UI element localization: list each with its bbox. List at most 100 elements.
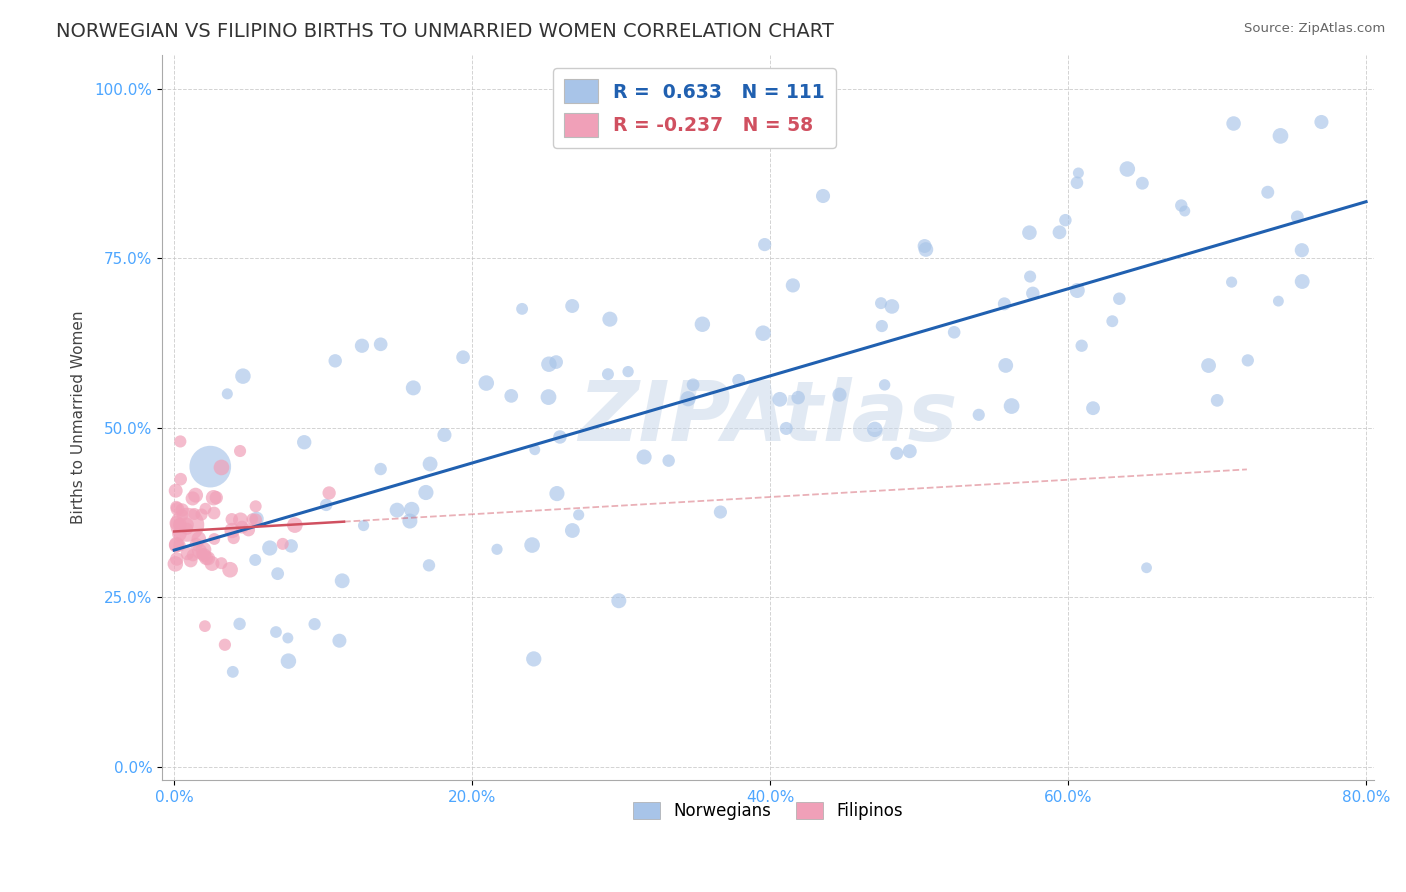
Point <box>510 301 533 316</box>
Point <box>1286 210 1309 224</box>
Point <box>245 513 267 527</box>
Point <box>245 500 267 514</box>
Point <box>870 319 893 334</box>
Point <box>172 508 194 523</box>
Point <box>754 237 776 252</box>
Point <box>166 552 188 566</box>
Text: NORWEGIAN VS FILIPINO BIRTHS TO UNMARRIED WOMEN CORRELATION CHART: NORWEGIAN VS FILIPINO BIRTHS TO UNMARRIE… <box>56 22 834 41</box>
Point <box>370 462 392 476</box>
Point <box>658 453 681 467</box>
Point <box>709 505 731 519</box>
Point <box>807 103 830 118</box>
Point <box>167 518 190 533</box>
Point <box>1170 198 1192 212</box>
Point <box>1066 176 1088 190</box>
Point <box>596 367 619 381</box>
Point <box>222 665 245 679</box>
Point <box>280 539 302 553</box>
Point <box>186 537 208 551</box>
Point <box>191 547 214 561</box>
Point <box>183 507 205 521</box>
Text: Source: ZipAtlas.com: Source: ZipAtlas.com <box>1244 22 1385 36</box>
Point <box>994 359 1017 373</box>
Point <box>166 501 188 516</box>
Point <box>284 518 307 533</box>
Point <box>451 350 474 364</box>
Point <box>315 498 337 512</box>
Point <box>197 551 219 566</box>
Point <box>1198 359 1220 373</box>
Point <box>370 337 392 351</box>
Point <box>548 430 571 444</box>
Point <box>194 501 217 516</box>
Point <box>169 517 191 532</box>
Point <box>1206 393 1229 408</box>
Point <box>1270 128 1292 143</box>
Point <box>385 503 408 517</box>
Point <box>277 654 299 668</box>
Point <box>546 486 568 500</box>
Point <box>898 444 921 458</box>
Point <box>863 422 886 436</box>
Point <box>266 566 288 581</box>
Point <box>399 514 422 528</box>
Point <box>1081 401 1104 416</box>
Point <box>194 619 217 633</box>
Point <box>1267 294 1289 309</box>
Point <box>195 551 218 566</box>
Point <box>165 483 187 498</box>
Point <box>165 557 187 571</box>
Point <box>350 339 373 353</box>
Point <box>193 548 215 562</box>
Point <box>1310 115 1333 129</box>
Point <box>221 524 243 538</box>
Point <box>166 516 188 530</box>
Point <box>229 513 252 527</box>
Point <box>811 189 834 203</box>
Point <box>787 391 810 405</box>
Point <box>176 517 198 532</box>
Point <box>752 326 775 341</box>
Point <box>292 435 315 450</box>
Point <box>165 538 187 552</box>
Point <box>401 502 423 516</box>
Point <box>1257 186 1279 200</box>
Point <box>165 500 187 514</box>
Point <box>219 563 242 577</box>
Point <box>568 508 591 522</box>
Point <box>202 506 225 520</box>
Point <box>537 390 560 404</box>
Point <box>330 574 353 588</box>
Point <box>169 538 191 552</box>
Point <box>1116 161 1139 176</box>
Point <box>1291 275 1313 289</box>
Point <box>202 491 225 505</box>
Point <box>1066 284 1088 298</box>
Point <box>967 408 990 422</box>
Point <box>318 486 340 500</box>
Point <box>240 512 263 526</box>
Point <box>523 442 546 457</box>
Text: ZIPAtlas: ZIPAtlas <box>578 377 957 458</box>
Point <box>1054 213 1077 227</box>
Point <box>769 392 792 407</box>
Point <box>1130 176 1153 190</box>
Point <box>561 299 583 313</box>
Point <box>238 523 260 537</box>
Point <box>523 652 546 666</box>
Point <box>328 633 350 648</box>
Point <box>915 243 938 257</box>
Point <box>1222 116 1244 130</box>
Point <box>222 531 245 545</box>
Point <box>169 434 191 449</box>
Point <box>873 377 896 392</box>
Point <box>169 527 191 541</box>
Point <box>1101 314 1123 328</box>
Point <box>537 357 560 371</box>
Point <box>277 631 299 645</box>
Point <box>264 625 287 640</box>
Point <box>1019 269 1042 284</box>
Point <box>993 297 1015 311</box>
Point <box>176 522 198 536</box>
Point <box>599 312 621 326</box>
